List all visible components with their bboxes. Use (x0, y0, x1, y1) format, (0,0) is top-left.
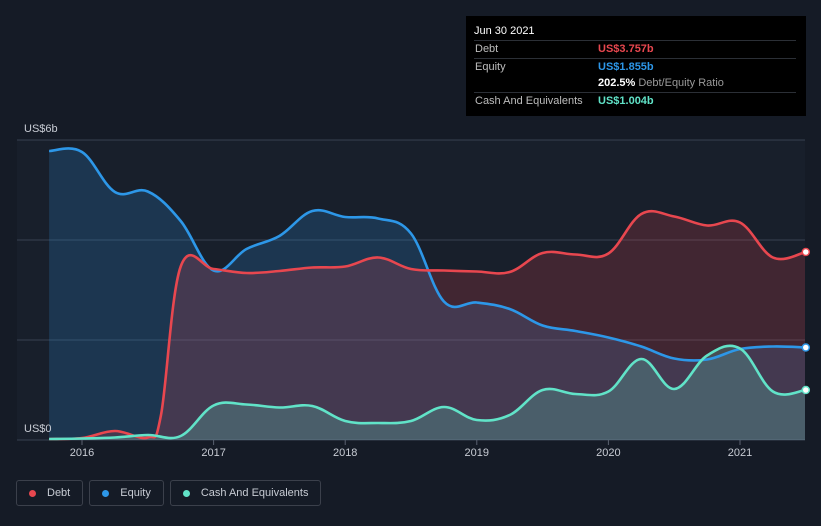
legend-label-debt: Debt (47, 487, 71, 499)
area-equity (49, 148, 805, 440)
line-debt (49, 209, 805, 441)
y-tick-label-bottom: US$0 (24, 423, 52, 435)
legend-item-cash[interactable]: Cash And Equivalents (169, 480, 322, 506)
tooltip-label-cash: Cash And Equivalents (475, 94, 583, 107)
tooltip-ratio-caption: Debt/Equity Ratio (638, 77, 724, 89)
tooltip-value-cash: US$1.004b (598, 94, 654, 107)
area-cash (49, 345, 805, 440)
tooltip-value-ratio: 202.5% (598, 77, 636, 89)
y-tick-label-top: US$6b (24, 123, 58, 135)
end-marker-cash (801, 385, 811, 395)
legend-item-debt[interactable]: Debt (16, 480, 84, 506)
grid-lines (17, 139, 805, 441)
legend-label-equity: Equity (120, 487, 151, 499)
x-tick-label: 2018 (333, 447, 357, 459)
tooltip-value-debt: US$3.757b (598, 43, 654, 55)
legend-dot-equity (102, 489, 110, 497)
chart-legend: Debt Equity Cash And Equivalents (16, 480, 327, 506)
x-tick-label: 2019 (465, 447, 489, 459)
tooltip-row-cash: Cash And Equivalents US$1.004b (474, 91, 796, 110)
x-tick-label: 2021 (728, 447, 752, 459)
line-cash (49, 344, 805, 441)
tooltip-row-equity: Equity US$1.855b (474, 57, 796, 76)
tooltip-label-equity: Equity (475, 60, 506, 73)
axes: US$6b US$0 (24, 123, 58, 435)
series-lines (49, 147, 805, 441)
legend-label-cash: Cash And Equivalents (200, 487, 309, 499)
x-axis-ticks: 2016 2017 2018 2019 2020 2021 (70, 440, 752, 459)
tooltip-label-ratio (474, 75, 598, 92)
end-marker-debt (801, 247, 811, 257)
legend-item-equity[interactable]: Equity (89, 480, 164, 506)
x-tick-label: 2020 (596, 447, 620, 459)
tooltip-date: Jun 30 2021 (474, 25, 535, 37)
end-marker-equity (801, 343, 811, 352)
tooltip-label-debt: Debt (475, 43, 499, 55)
end-markers (801, 247, 811, 395)
legend-dot-cash (182, 489, 190, 497)
tooltip-value-equity: US$1.855b (598, 60, 654, 73)
legend-dot-debt (29, 489, 36, 497)
x-tick-label: 2016 (70, 447, 94, 459)
x-tick-label: 2017 (201, 447, 225, 459)
tooltip-row-debt: Debt US$3.757b (474, 40, 796, 58)
line-equity (49, 147, 805, 362)
data-tooltip: Jun 30 2021 Debt US$3.757b Equity US$1.8… (466, 16, 806, 116)
tooltip-row-ratio: 202.5% Debt/Equity Ratio (474, 75, 796, 92)
